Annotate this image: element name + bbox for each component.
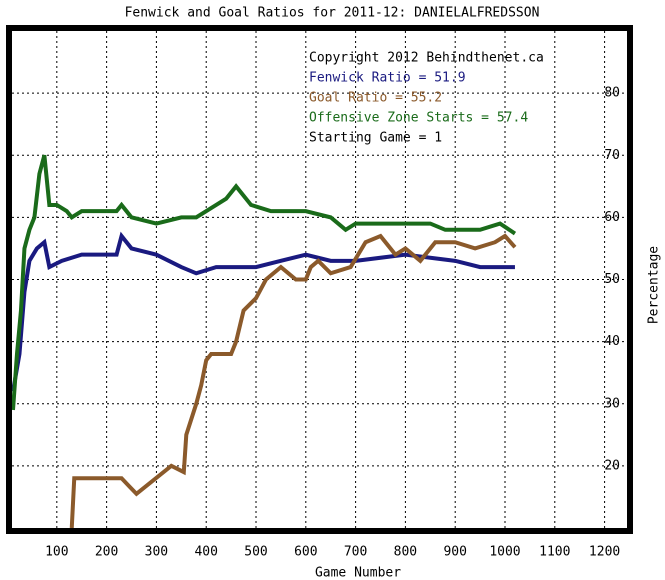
annotation: Starting Game = 1 [309,131,442,146]
x-tick-label: 1100 [539,545,570,560]
data-line [12,154,517,411]
annotation: Goal Ratio = 55.2 [309,91,442,106]
annotation: Fenwick Ratio = 51.9 [309,71,466,86]
data-line [69,233,517,528]
annotation: Offensive Zone Starts = 57.4 [309,111,528,126]
x-tick-label: 700 [344,545,367,560]
annotation: Copyright 2012 Behindthenet.ca [309,51,544,66]
chart-title: Fenwick and Goal Ratios for 2011-12: DAN… [125,6,540,21]
x-tick-label: 300 [145,545,168,560]
x-tick-label: 200 [95,545,118,560]
x-tick-label: 100 [45,545,68,560]
y-tick-label: 30 [604,396,620,411]
y-axis-label: Percentage [647,246,662,324]
data-line [12,231,515,392]
y-tick-label: 20 [604,458,620,473]
y-tick-label: 60 [604,210,620,225]
x-tick-label: 1000 [489,545,520,560]
y-tick-label: 80 [604,86,620,101]
x-axis-label: Game Number [315,566,401,580]
plot-frame [6,25,633,534]
y-tick-label: 40 [604,334,620,349]
y-tick-label: 70 [604,148,620,163]
x-tick-label: 900 [443,545,466,560]
x-tick-label: 800 [394,545,417,560]
x-tick-label: 600 [294,545,317,560]
x-tick-label: 500 [244,545,267,560]
x-tick-label: 400 [194,545,217,560]
y-tick-label: 50 [604,272,620,287]
x-tick-label: 1200 [589,545,620,560]
